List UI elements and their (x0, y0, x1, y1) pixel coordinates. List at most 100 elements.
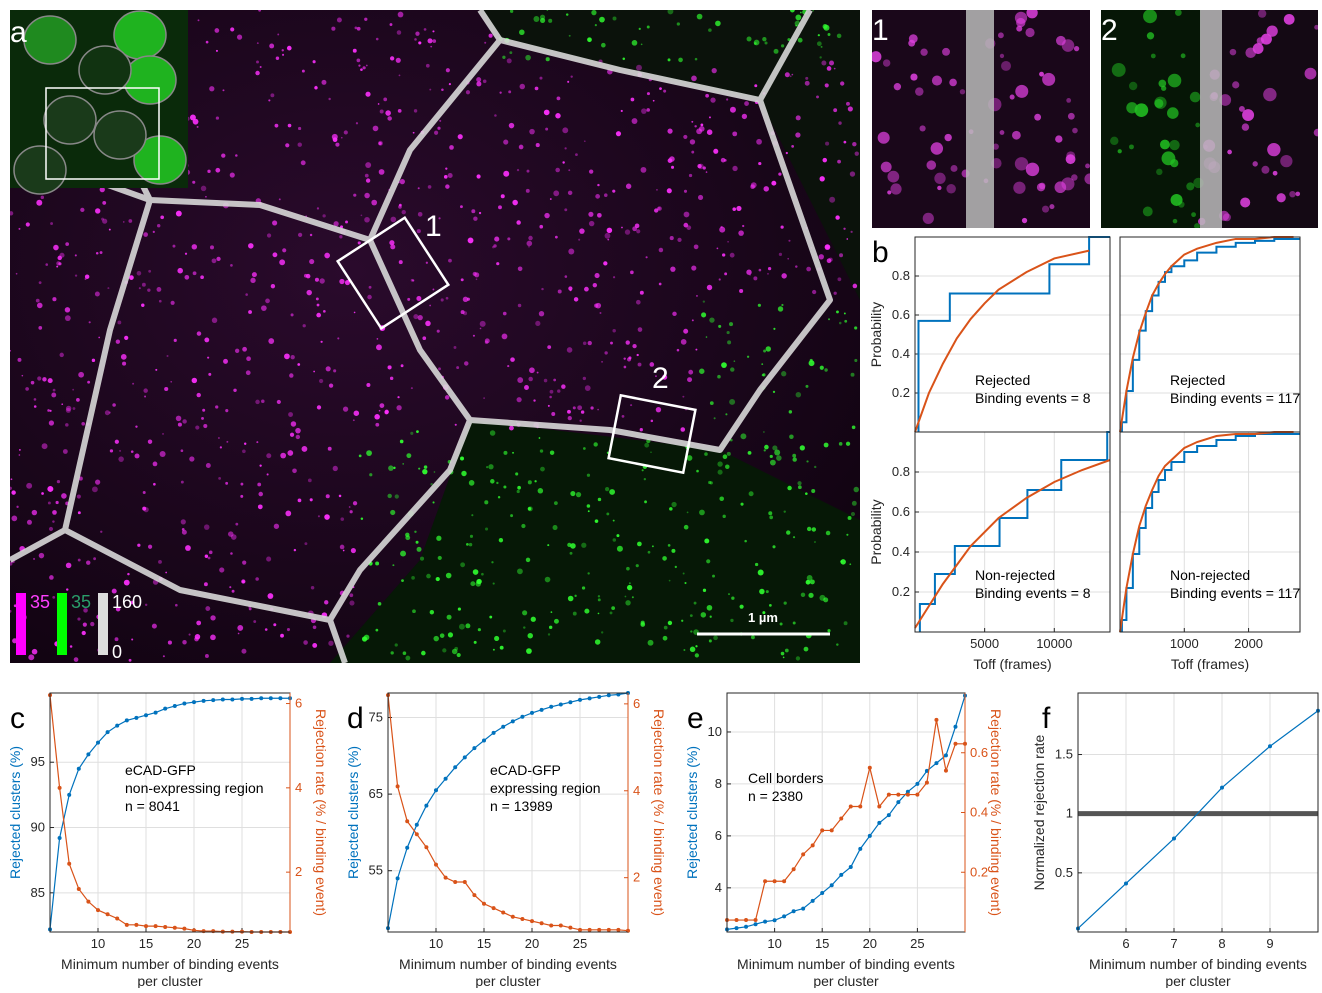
speckle (667, 188, 672, 193)
speckle (358, 65, 360, 67)
speckle (397, 396, 399, 398)
point (520, 715, 524, 719)
speckle (695, 645, 697, 647)
x-axis-label: per cluster (475, 973, 541, 988)
speckle (388, 365, 392, 369)
speckle (774, 450, 780, 456)
speckle (555, 236, 558, 239)
speckle (235, 523, 238, 526)
speckle (354, 312, 356, 314)
speckle (52, 510, 57, 515)
speckle (1085, 164, 1090, 169)
speckle (730, 253, 735, 258)
speckle (192, 181, 195, 184)
speckle (433, 289, 435, 291)
point (269, 696, 273, 700)
speckle (196, 621, 201, 626)
speckle (550, 198, 552, 200)
speckle (781, 371, 786, 376)
zoom-image (1101, 9, 1321, 229)
speckle (85, 274, 89, 278)
speckle (412, 609, 416, 613)
speckle (242, 580, 245, 583)
speckle (568, 249, 574, 255)
speckle (11, 490, 15, 494)
speckle (1242, 123, 1249, 130)
speckle (335, 143, 339, 147)
speckle (52, 596, 55, 599)
point (221, 698, 225, 702)
speckle (298, 499, 302, 503)
speckle (554, 501, 558, 505)
speckle (364, 193, 370, 199)
speckle (512, 200, 518, 206)
speckle (687, 377, 692, 382)
speckle (425, 321, 431, 327)
speckle (137, 271, 142, 276)
speckle (806, 460, 808, 462)
x-tick-label: 2000 (1234, 636, 1263, 651)
speckle (1257, 37, 1264, 44)
y-tick-label: 0.8 (892, 464, 910, 479)
point (182, 927, 186, 931)
speckle (170, 381, 172, 383)
roi-label: 1 (425, 210, 442, 243)
speckle (1170, 159, 1178, 167)
speckle (449, 83, 451, 85)
speckle (812, 10, 814, 12)
speckle (201, 186, 206, 191)
speckle (792, 454, 796, 458)
speckle (142, 283, 146, 287)
speckle (176, 416, 182, 422)
speckle (810, 359, 813, 362)
speckle (759, 589, 764, 594)
speckle (581, 410, 584, 413)
speckle (499, 538, 503, 542)
speckle (56, 266, 58, 268)
speckle (428, 38, 433, 43)
speckle (433, 501, 435, 503)
speckle (353, 419, 355, 421)
y-tick-label: 65 (369, 786, 383, 801)
speckle (768, 267, 771, 270)
speckle (261, 305, 267, 311)
speckle (266, 557, 271, 562)
speckle (729, 322, 733, 326)
point (501, 910, 505, 914)
speckle (601, 43, 606, 48)
speckle (440, 633, 445, 638)
speckle (310, 234, 312, 236)
speckle (346, 634, 349, 637)
speckle (92, 359, 95, 362)
speckle (539, 437, 541, 439)
speckle (257, 483, 261, 487)
speckle (566, 13, 568, 15)
speckle (181, 449, 184, 452)
speckle (206, 41, 209, 44)
speckle (894, 83, 901, 90)
speckle (319, 278, 324, 283)
x-axis-label: Toff (frames) (1171, 656, 1249, 672)
speckle (710, 616, 712, 618)
speckle (237, 625, 243, 631)
speckle (776, 455, 782, 461)
speckle (95, 292, 100, 297)
speckle (774, 49, 779, 54)
speckle (829, 60, 834, 65)
speckle (298, 143, 302, 147)
point (154, 924, 158, 928)
speckle (709, 116, 711, 118)
speckle (805, 492, 808, 495)
y-tick-label: 1.5 (1055, 747, 1073, 762)
point (511, 719, 515, 723)
speckle (635, 224, 640, 229)
speckle (650, 451, 652, 453)
speckle (430, 46, 432, 48)
point (820, 828, 824, 832)
speckle (1314, 25, 1319, 30)
speckle (1227, 150, 1232, 155)
speckle (405, 533, 409, 537)
speckle (406, 453, 411, 458)
speckle (717, 247, 719, 249)
speckle (185, 545, 191, 551)
